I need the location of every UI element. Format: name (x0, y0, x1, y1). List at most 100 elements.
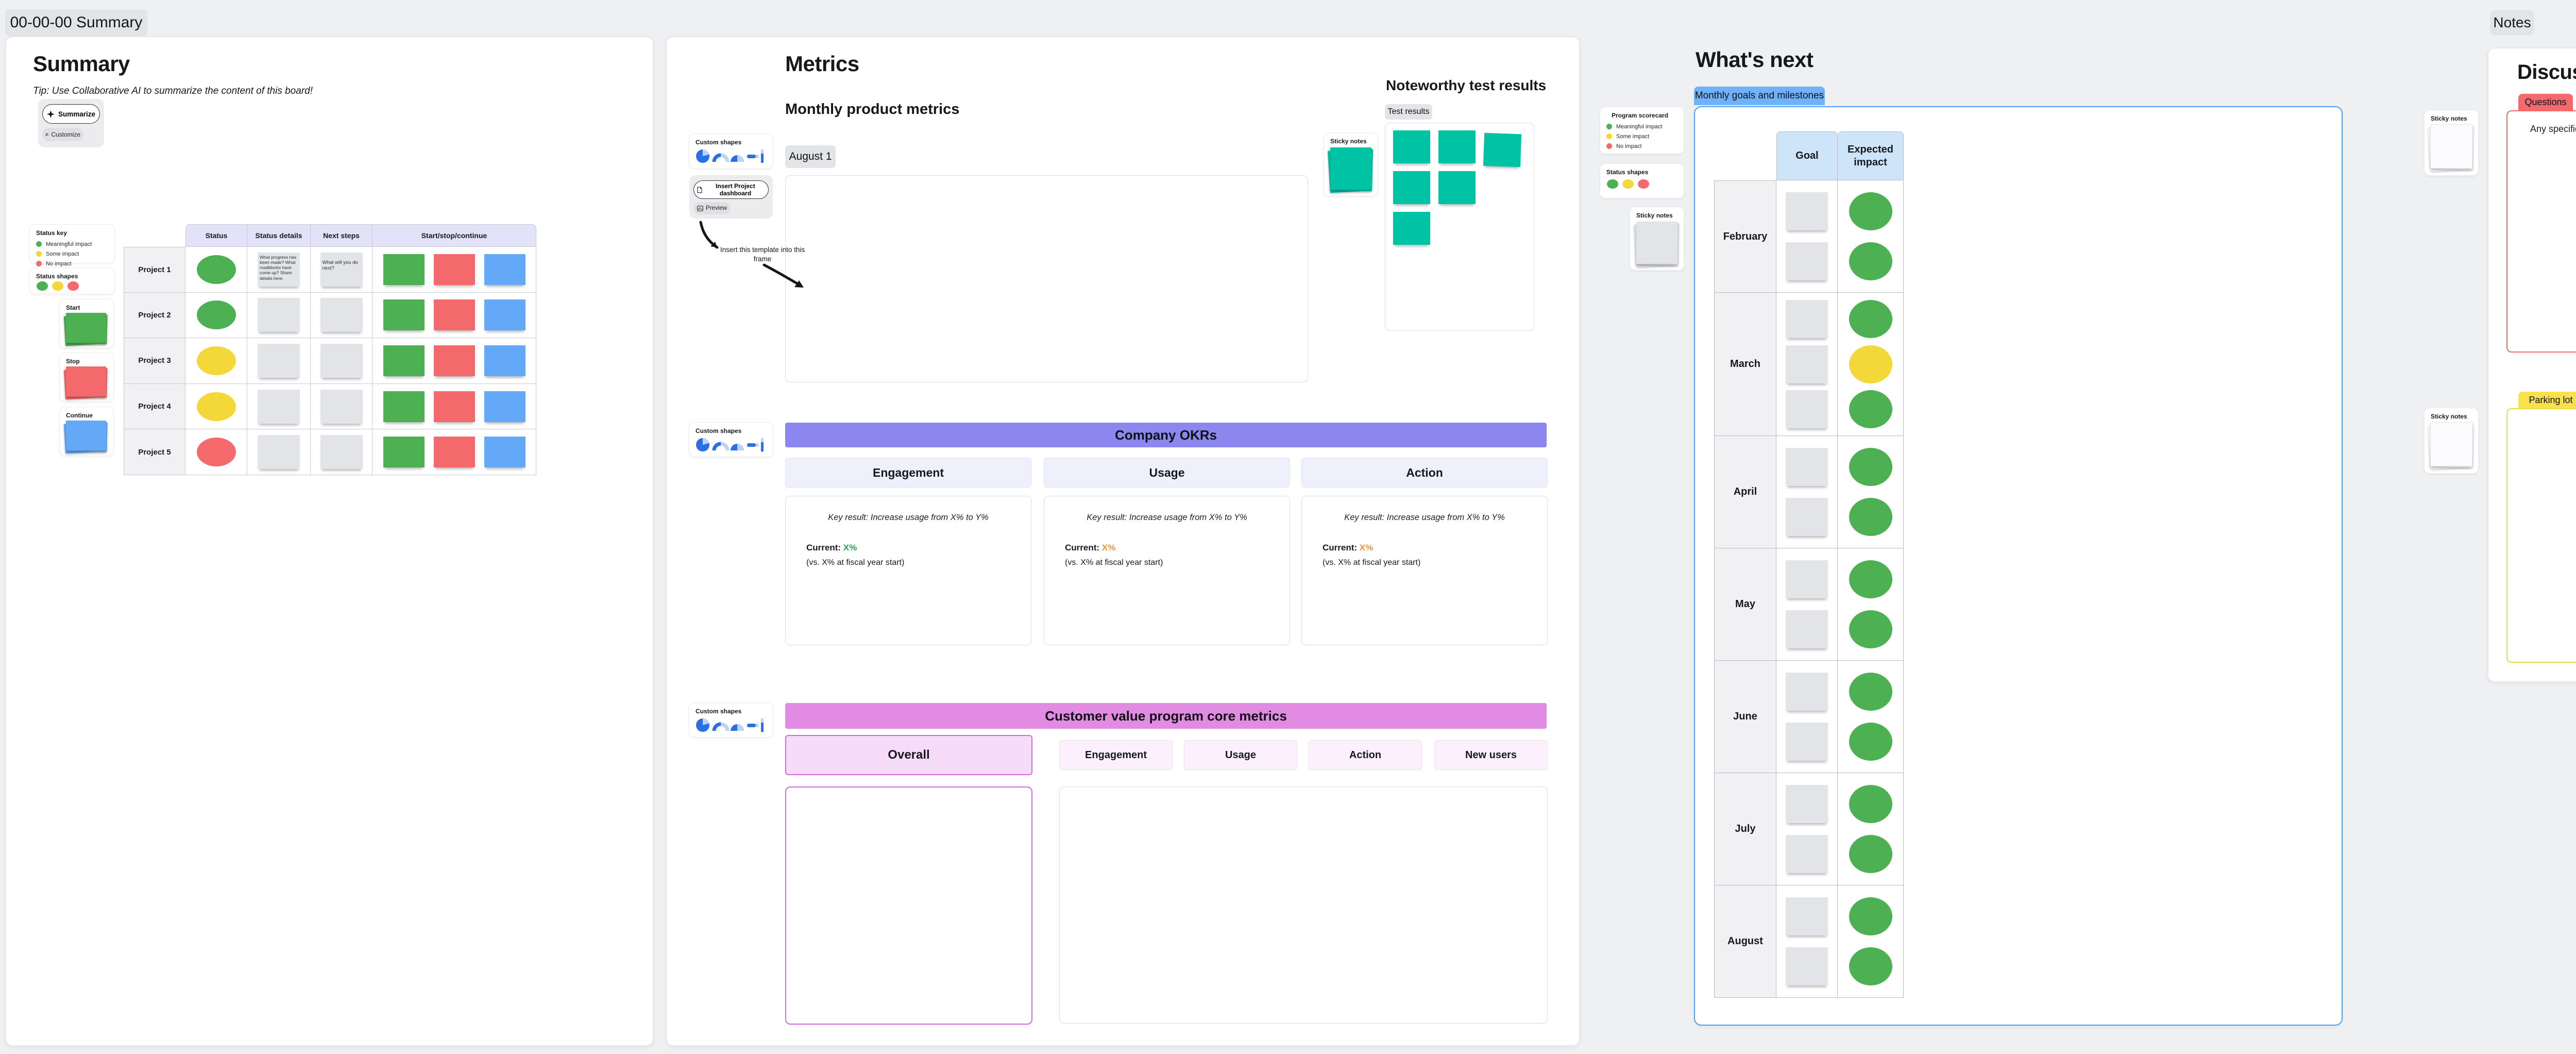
impact-shape-green[interactable] (1849, 299, 1892, 338)
ssc-sticky-note-green[interactable] (383, 391, 425, 422)
preview-button[interactable]: Preview (693, 202, 731, 214)
goal-sticky-note[interactable] (1786, 242, 1828, 280)
status-shape-yellow[interactable] (196, 392, 236, 421)
customer-header-engagement[interactable]: Engagement (1059, 740, 1173, 770)
okr-header-action[interactable]: Action (1301, 458, 1548, 488)
summary-frame-tag[interactable]: 00-00-00 Summary (5, 9, 147, 36)
parking-lot-tag[interactable]: Parking lot (2518, 392, 2576, 408)
impact-shape-green[interactable] (1849, 897, 1892, 935)
customer-header-action[interactable]: Action (1309, 740, 1422, 770)
ssc-sticky-note-green[interactable] (383, 345, 425, 376)
goal-sticky-note[interactable] (1786, 299, 1828, 338)
gray-note-stack[interactable] (1636, 222, 1677, 264)
goal-sticky-note[interactable] (1786, 897, 1828, 935)
impact-shape-green[interactable] (1849, 785, 1892, 823)
ssc-sticky-note-green[interactable] (383, 299, 425, 331)
test-result-sticky-note[interactable] (1393, 212, 1430, 245)
customize-button[interactable]: Customize (42, 128, 83, 141)
details-sticky-note[interactable] (258, 389, 300, 424)
monthly-goals-tag[interactable]: Monthly goals and milestones (1694, 87, 1825, 105)
goal-sticky-note[interactable] (1786, 390, 1828, 429)
impact-shape-green[interactable] (1849, 560, 1892, 598)
ssc-sticky-note-red[interactable] (433, 437, 475, 468)
details-sticky-note[interactable] (258, 435, 300, 470)
status-shape-yellow[interactable] (1622, 179, 1634, 189)
test-result-sticky-note[interactable] (1393, 130, 1430, 163)
status-shape-green[interactable] (196, 255, 236, 284)
ssc-sticky-note-blue[interactable] (484, 254, 526, 285)
goal-sticky-note[interactable] (1786, 448, 1828, 486)
test-result-sticky-note[interactable] (1393, 171, 1430, 204)
test-results-tag[interactable]: Test results (1385, 104, 1432, 120)
stop-note-stack[interactable] (66, 366, 106, 396)
goal-sticky-note[interactable] (1786, 673, 1828, 711)
impact-shape-green[interactable] (1849, 192, 1892, 230)
teal-note-stack[interactable] (1330, 147, 1371, 190)
goal-sticky-note[interactable] (1786, 560, 1828, 598)
ssc-sticky-note-green[interactable] (383, 254, 425, 285)
impact-shape-green[interactable] (1849, 242, 1892, 280)
ssc-sticky-note-blue[interactable] (484, 299, 526, 331)
customer-header-new-users[interactable]: New users (1434, 740, 1548, 770)
ssc-sticky-note-blue[interactable] (484, 391, 526, 422)
next-steps-sticky-note[interactable] (320, 343, 363, 378)
questions-tag[interactable]: Questions (2518, 94, 2573, 110)
start-note-stack[interactable] (66, 313, 106, 343)
insert-project-dashboard-button[interactable]: Insert Project dashboard (693, 180, 769, 199)
custom-shapes-icons[interactable] (696, 717, 764, 735)
ssc-sticky-note-red[interactable] (433, 254, 475, 285)
next-steps-sticky-note[interactable] (320, 389, 363, 424)
white-note-stack[interactable] (2430, 124, 2472, 169)
impact-shape-green[interactable] (1849, 448, 1892, 486)
ssc-sticky-note-green[interactable] (383, 437, 425, 468)
okr-header-engagement[interactable]: Engagement (785, 458, 1031, 488)
company-okrs-bar[interactable]: Company OKRs (785, 423, 1547, 447)
goal-sticky-note[interactable] (1786, 345, 1828, 383)
august-date-tag[interactable]: August 1 (785, 145, 836, 168)
ssc-sticky-note-blue[interactable] (484, 437, 526, 468)
status-shape-red[interactable] (1638, 179, 1649, 189)
goal-sticky-note[interactable] (1786, 498, 1828, 536)
goal-sticky-note[interactable] (1786, 947, 1828, 985)
status-shape-green[interactable] (37, 281, 48, 291)
white-note-stack[interactable] (2430, 422, 2472, 466)
status-shape-yellow[interactable] (52, 281, 63, 291)
ssc-sticky-note-red[interactable] (433, 299, 475, 331)
ssc-sticky-note-blue[interactable] (484, 345, 526, 376)
next-steps-sticky-note[interactable] (320, 298, 363, 332)
summarize-button[interactable]: Summarize (42, 104, 100, 124)
impact-shape-green[interactable] (1849, 723, 1892, 761)
custom-shapes-icons[interactable] (696, 437, 764, 455)
goal-sticky-note[interactable] (1786, 785, 1828, 823)
status-shape-red[interactable] (196, 438, 236, 467)
impact-shape-green[interactable] (1849, 390, 1892, 429)
status-shape-yellow[interactable] (196, 346, 236, 375)
notes-frame-tag[interactable]: Notes (2490, 10, 2534, 35)
goal-sticky-note[interactable] (1786, 723, 1828, 761)
test-result-sticky-note[interactable] (1438, 171, 1476, 204)
ssc-sticky-note-red[interactable] (433, 345, 475, 376)
impact-shape-green[interactable] (1849, 673, 1892, 711)
next-steps-sticky-note[interactable] (320, 435, 363, 470)
goal-sticky-note[interactable] (1786, 835, 1828, 873)
next-steps-sticky-note[interactable]: What will you do next? (320, 252, 363, 287)
test-result-sticky-note[interactable] (1483, 132, 1522, 168)
details-sticky-note[interactable] (258, 298, 300, 332)
impact-shape-green[interactable] (1849, 947, 1892, 985)
goal-sticky-note[interactable] (1786, 192, 1828, 230)
customer-header-overall[interactable]: Overall (785, 735, 1032, 775)
customer-header-usage[interactable]: Usage (1184, 740, 1297, 770)
status-shape-green[interactable] (196, 300, 236, 330)
custom-shapes-icons[interactable] (696, 148, 764, 166)
impact-shape-green[interactable] (1849, 610, 1892, 648)
impact-shape-green[interactable] (1849, 835, 1892, 873)
test-result-sticky-note[interactable] (1438, 130, 1476, 163)
details-sticky-note[interactable] (258, 343, 300, 378)
impact-shape-yellow[interactable] (1849, 345, 1892, 383)
impact-shape-green[interactable] (1849, 498, 1892, 536)
goal-sticky-note[interactable] (1786, 610, 1828, 648)
continue-note-stack[interactable] (66, 421, 106, 450)
okr-header-usage[interactable]: Usage (1044, 458, 1290, 488)
customer-metrics-bar[interactable]: Customer value program core metrics (785, 703, 1547, 729)
